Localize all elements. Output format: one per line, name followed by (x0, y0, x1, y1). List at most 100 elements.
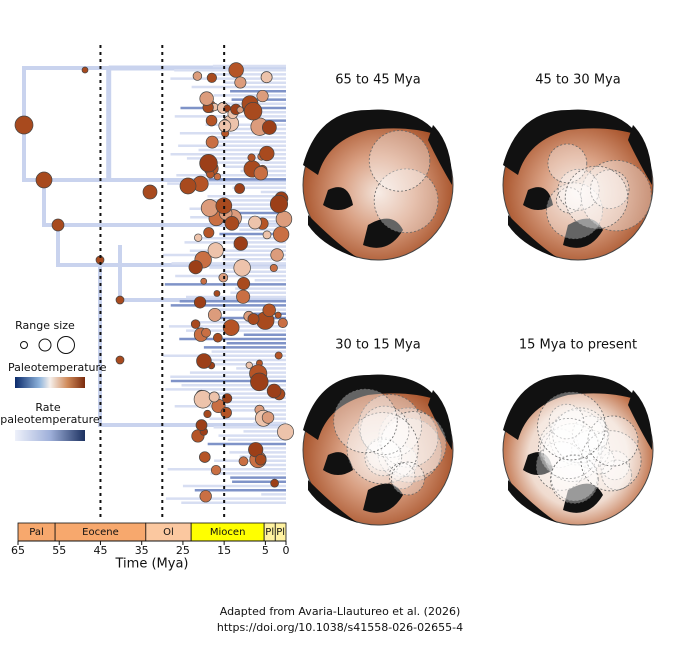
tip (193, 296, 207, 309)
legend-label: paleotemperature (0, 413, 100, 426)
tip (205, 135, 219, 149)
tip (260, 71, 273, 84)
x-tick-label: 65 (11, 544, 25, 557)
tip (222, 319, 240, 336)
tip (224, 216, 240, 231)
range (546, 182, 603, 240)
range (378, 407, 439, 468)
tip (195, 419, 208, 432)
range (587, 415, 639, 467)
landmass (563, 218, 603, 248)
range (580, 430, 642, 492)
landmass (563, 483, 603, 513)
tip (274, 351, 283, 360)
range (586, 446, 615, 475)
tip (259, 145, 275, 162)
epoch-label: Pl (265, 527, 274, 538)
x-tick-label: 15 (217, 544, 231, 557)
tip (269, 194, 289, 214)
range (590, 169, 630, 209)
range (380, 411, 447, 478)
tip (192, 71, 203, 81)
landmass (428, 390, 453, 450)
range (536, 441, 586, 491)
tip (207, 242, 224, 259)
tip (248, 215, 262, 230)
range (364, 438, 403, 477)
tip (236, 289, 251, 304)
node (115, 295, 125, 305)
landmass (303, 109, 438, 175)
range (572, 415, 610, 453)
tip (200, 277, 208, 285)
tip (233, 259, 251, 277)
node (81, 66, 89, 74)
tip (206, 72, 217, 83)
range (556, 187, 583, 214)
landmass (503, 109, 638, 175)
tip (234, 76, 247, 89)
range (543, 423, 602, 482)
epoch-label: Eocene (82, 527, 119, 538)
tip (277, 423, 294, 441)
range (346, 412, 419, 485)
map-title: 15 Mya to present (519, 338, 637, 353)
range (548, 403, 585, 440)
landmass (363, 218, 403, 248)
tip (201, 327, 211, 338)
range (547, 143, 588, 184)
tip (199, 154, 218, 173)
tip (243, 101, 263, 121)
globe: 15 Mya to present (502, 338, 654, 526)
epoch-label: Pl (276, 527, 285, 538)
tip (194, 233, 203, 242)
x-tick-label: 45 (93, 544, 107, 557)
globe: 45 to 30 Mya (502, 73, 654, 261)
landmass (523, 187, 553, 210)
rate-scale (15, 430, 85, 441)
tip (199, 91, 214, 106)
map-title: 30 to 15 Mya (335, 338, 420, 353)
tip (193, 390, 213, 409)
legend-label: Range size (15, 319, 75, 332)
node (35, 171, 53, 189)
x-tick-label: 35 (135, 544, 149, 557)
x-axis-title: Time (Mya) (115, 557, 189, 572)
tip (200, 199, 219, 217)
node (142, 184, 158, 200)
tip (208, 391, 220, 403)
landmass (523, 452, 553, 475)
landmass (323, 452, 353, 475)
range (538, 418, 600, 480)
x-tick-label: 25 (176, 544, 190, 557)
tip (266, 383, 282, 399)
tip (270, 248, 284, 262)
tip (203, 409, 212, 419)
tip (199, 490, 212, 503)
caption: Adapted from Avaria-Llautureo et al. (20… (220, 605, 461, 618)
landmass (303, 374, 438, 440)
tip (250, 372, 269, 392)
globe: 30 to 15 Mya (302, 338, 454, 526)
tip (188, 260, 203, 275)
landmass (628, 125, 653, 185)
tip (234, 183, 245, 194)
tip (275, 210, 293, 228)
range (557, 168, 600, 211)
tip (274, 311, 282, 319)
tip (270, 478, 279, 488)
landmass (323, 187, 353, 210)
landmass (503, 374, 638, 440)
node (115, 355, 125, 365)
tip (213, 290, 221, 297)
tip (199, 451, 211, 463)
x-tick-label: 5 (262, 544, 269, 557)
range (564, 165, 629, 230)
tip (277, 317, 288, 328)
legend-circle (38, 338, 52, 352)
legend-label: Paleotemperature (8, 361, 107, 374)
range (373, 168, 439, 234)
legend: Range size Paleotemperature Rate paleote… (0, 319, 107, 441)
tip (256, 89, 269, 103)
temp-scale (15, 377, 85, 388)
